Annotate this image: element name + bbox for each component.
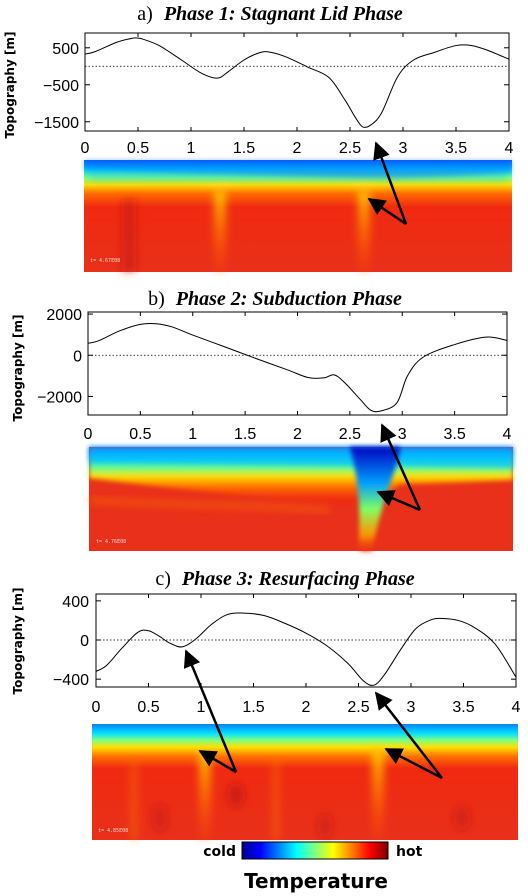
colorbar-title: Temperature xyxy=(244,869,388,893)
x-tick-label: 2.5 xyxy=(339,426,361,443)
x-tick-label: 2.5 xyxy=(339,140,361,157)
y-tick-label: −2000 xyxy=(37,389,82,406)
panel-c-title: c) Phase 3: Resurfacing Phase xyxy=(155,568,414,590)
x-tick-label: 2 xyxy=(293,140,302,157)
colorbar-low-label: cold xyxy=(203,844,236,860)
y-tick-label: 0 xyxy=(73,348,82,365)
x-tick-label: 1 xyxy=(188,426,197,443)
panel-a-temperature-field: t= 4.67E08 xyxy=(84,160,512,272)
y-tick-label: 2000 xyxy=(46,307,82,324)
panel-c-title-text: Phase 3: Resurfacing Phase xyxy=(181,568,415,590)
panel-c-timestamp: t= 4.85E08 xyxy=(98,828,128,834)
x-tick-label: 2 xyxy=(293,426,302,443)
y-tick-label: 400 xyxy=(62,594,89,611)
x-tick-label: 1.5 xyxy=(233,140,255,157)
panel-a-title-text: Phase 1: Stagnant Lid Phase xyxy=(163,3,403,25)
panel-a-timestamp: t= 4.67E08 xyxy=(90,258,120,264)
y-tick-label: −500 xyxy=(43,78,79,95)
y-tick-label: 500 xyxy=(52,41,79,58)
panel-a-arrows xyxy=(367,141,408,226)
y-tick-label: −400 xyxy=(53,672,89,689)
panel-b-topography-plot: 0 0.5 1 1.5 2 2.5 3 3.5 4 2000 0 −2000 xyxy=(37,307,511,443)
panel-a-letter: a) xyxy=(137,3,153,25)
x-tick-label: 0.5 xyxy=(129,426,151,443)
panel-a-ylabel: Topography [m] xyxy=(3,32,17,139)
x-tick-label: 4 xyxy=(503,426,512,443)
panel-b: b) Phase 2: Subduction Phase Topography … xyxy=(11,288,513,551)
x-tick-label: 0 xyxy=(84,426,93,443)
x-tick-label: 3.5 xyxy=(444,426,466,443)
y-tick-label: −1500 xyxy=(34,115,79,132)
x-tick-label: 1 xyxy=(187,140,196,157)
x-tick-label: 0 xyxy=(81,140,90,157)
x-tick-label: 1 xyxy=(197,699,206,716)
panel-b-title: b) Phase 2: Subduction Phase xyxy=(148,288,402,310)
x-tick-label: 1.5 xyxy=(242,699,264,716)
x-tick-label: 4 xyxy=(512,699,521,716)
panel-a-title: a) Phase 1: Stagnant Lid Phase xyxy=(137,3,403,25)
x-tick-label: 0 xyxy=(92,699,101,716)
x-tick-label: 3.5 xyxy=(452,699,474,716)
panel-c-ylabel: Topography [m] xyxy=(11,588,25,695)
x-tick-label: 4 xyxy=(505,140,514,157)
colorbar-gradient xyxy=(241,841,389,860)
colorbar: cold hot Temperature xyxy=(203,841,423,893)
topography-line xyxy=(95,612,517,686)
panel-c-letter: c) xyxy=(155,568,171,590)
colorbar-high-label: hot xyxy=(396,844,423,860)
panel-c-arrows xyxy=(183,649,443,780)
x-tick-label: 0.5 xyxy=(137,699,159,716)
plot-frame xyxy=(84,32,510,132)
y-tick-label: 0 xyxy=(80,633,89,650)
panel-b-arrows xyxy=(376,423,422,512)
x-tick-label: 2.5 xyxy=(347,699,369,716)
panel-a: a) Phase 1: Stagnant Lid Phase Topograph… xyxy=(3,3,514,272)
topography-line xyxy=(87,322,508,413)
panel-b-title-text: Phase 2: Subduction Phase xyxy=(175,288,402,310)
plot-frame xyxy=(95,593,517,688)
topography-line xyxy=(84,37,510,128)
x-tick-label: 1.5 xyxy=(234,426,256,443)
panel-c-temperature-field: t= 4.85E08 xyxy=(92,724,518,840)
x-tick-label: 0.5 xyxy=(127,140,149,157)
panel-b-ylabel: Topography [m] xyxy=(11,315,25,422)
x-tick-label: 2 xyxy=(302,699,311,716)
panel-b-temperature-field: t= 4.76E08 xyxy=(88,447,513,551)
panel-c: c) Phase 3: Resurfacing Phase Topography… xyxy=(11,568,521,840)
panel-b-letter: b) xyxy=(148,288,165,310)
panel-b-timestamp: t= 4.76E08 xyxy=(96,539,126,545)
x-tick-label: 3 xyxy=(398,426,407,443)
x-tick-label: 3.5 xyxy=(445,140,467,157)
plot-frame xyxy=(87,311,508,416)
panel-a-topography-plot: 0 0.5 1 1.5 2 2.5 3 3.5 4 500 −500 −1500 xyxy=(34,32,514,157)
x-tick-label: 3 xyxy=(399,140,408,157)
x-tick-label: 3 xyxy=(407,699,416,716)
